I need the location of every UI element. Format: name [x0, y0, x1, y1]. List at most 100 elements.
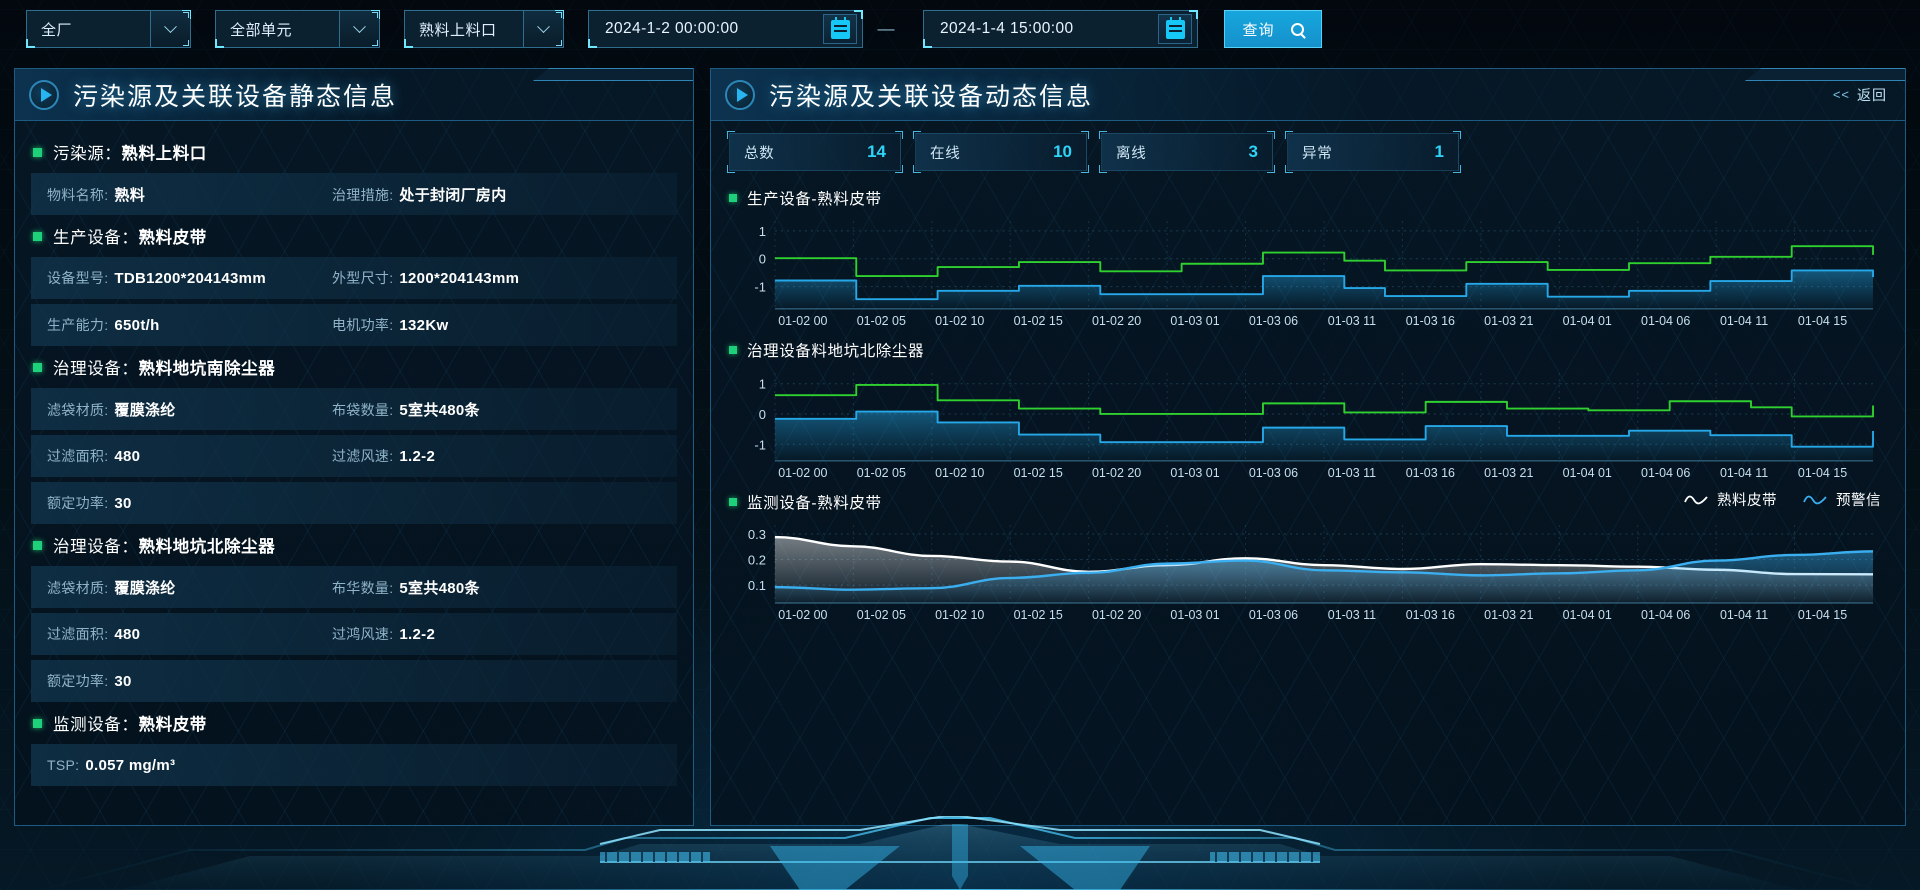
- info-field-value: 480: [114, 626, 141, 643]
- back-button[interactable]: << 返回: [1833, 85, 1887, 105]
- corner-accent: [183, 40, 189, 46]
- calendar-icon[interactable]: [823, 14, 857, 44]
- series-area: [774, 270, 1874, 309]
- chart-svg: 1 0 -1 01-02 00 01-02 05 01-02 10 01-02 15 01-0…: [754, 221, 1874, 328]
- charts-container: 生产设备-熟料皮带 1 0 -1 01-02 00 01-02 05 01-02 10 01-…: [729, 185, 1887, 625]
- info-row: 过滤面积: 480 过鸿风速: 1.2-2: [31, 613, 677, 655]
- y-tick-label: 0.2: [748, 553, 766, 568]
- y-tick-label: 0: [759, 252, 766, 267]
- chart-header: 生产设备-熟料皮带: [729, 185, 1887, 211]
- header-tab-decoration: [533, 68, 693, 81]
- info-field-key: 设备型号:: [47, 270, 109, 286]
- x-tick-label: 01-02 10: [935, 608, 984, 622]
- x-tick-label: 01-03 16: [1406, 314, 1455, 328]
- status-card-value: 14: [867, 142, 886, 161]
- x-tick-label: 01-02 15: [1014, 314, 1063, 328]
- series-line: [774, 269, 1874, 301]
- info-field: 设备型号: TDB1200*204143mm: [47, 268, 332, 288]
- info-field-value: 1.2-2: [399, 448, 436, 465]
- info-field-key: 过鸿风速:: [332, 626, 394, 642]
- info-row: 物料名称: 熟料 治理措施: 处于封闭厂房内: [31, 173, 677, 215]
- x-tick-label: 01-03 06: [1249, 608, 1298, 622]
- chevron-down-icon[interactable]: [339, 11, 379, 47]
- bullet-square-icon: [33, 362, 42, 372]
- status-card[interactable]: 离线 3: [1099, 131, 1275, 173]
- unit-select-value: 全部单元: [230, 21, 293, 39]
- chart-header: 监测设备-熟料皮带 熟料皮带 预警信: [729, 489, 1887, 515]
- x-tick-label: 01-03 11: [1328, 314, 1376, 328]
- group-label: 生产设备：: [53, 229, 139, 247]
- pollution-source-select[interactable]: 熟料上料口: [404, 10, 564, 48]
- x-tick-label: 01-02 20: [1092, 608, 1141, 622]
- static-info-group: 污染源： 熟料上料口: [33, 136, 677, 168]
- chevron-down-icon[interactable]: [523, 11, 563, 47]
- info-row: 滤袋材质: 覆膜涤纶 布华数量: 5室共480条: [31, 566, 677, 608]
- y-tick-label: 0: [759, 407, 766, 422]
- group-label: 监测设备：: [53, 716, 139, 734]
- x-tick-label: 01-04 15: [1798, 608, 1847, 622]
- chart-title: 监测设备-熟料皮带: [747, 495, 882, 512]
- query-button[interactable]: 查询: [1224, 10, 1322, 48]
- legend-line-icon: [1803, 495, 1827, 505]
- info-field-key: 过滤面积:: [47, 626, 109, 642]
- start-date-input[interactable]: 2024-1-2 00:00:00: [588, 10, 863, 48]
- static-info-group: 生产设备： 熟料皮带: [33, 220, 677, 252]
- info-field: 生产能力: 650t/h: [47, 315, 332, 335]
- plant-select[interactable]: 全厂: [26, 10, 191, 48]
- calendar-icon[interactable]: [1158, 14, 1192, 44]
- corner-accent: [895, 165, 903, 173]
- search-icon: [1290, 22, 1304, 36]
- chevron-down-icon[interactable]: [150, 11, 190, 47]
- group-label: 治理设备：: [53, 538, 139, 556]
- x-tick-label: 01-04 06: [1641, 314, 1690, 328]
- header-notch-decoration: [729, 120, 789, 129]
- info-field-value: 1200*204143mm: [399, 270, 520, 287]
- corner-accent: [895, 131, 903, 139]
- x-tick-label: 01-02 10: [935, 466, 984, 480]
- x-tick-label: 01-02 00: [778, 466, 827, 480]
- legend-item[interactable]: 熟料皮带: [1684, 489, 1777, 510]
- info-field-value: 5室共480条: [399, 401, 480, 419]
- corner-accent: [727, 165, 735, 173]
- status-card[interactable]: 总数 14: [727, 131, 903, 173]
- bullet-square-icon: [729, 498, 737, 506]
- bullet-square-icon: [33, 231, 42, 241]
- calendar-glyph: [1165, 16, 1185, 39]
- x-tick-label: 01-03 01: [1170, 608, 1219, 622]
- info-row: 额定功率: 30: [31, 660, 677, 702]
- status-summary-row: 总数 14 在线 10 离线 3 异常 1: [727, 131, 1887, 173]
- end-date-input[interactable]: 2024-1-4 15:00:00: [923, 10, 1198, 48]
- y-tick-label: 1: [759, 377, 766, 392]
- x-tick-label: 01-02 05: [857, 466, 906, 480]
- corner-accent: [1081, 131, 1089, 139]
- series-area: [774, 411, 1874, 461]
- info-field-value: 覆膜涤纶: [114, 579, 176, 597]
- info-field-value: 0.057 mg/m³: [85, 756, 176, 774]
- x-tick-label: 01-03 11: [1328, 608, 1376, 622]
- header-notch-decoration: [33, 120, 93, 129]
- info-field-value: 480: [114, 448, 141, 465]
- status-card-value: 10: [1053, 142, 1072, 161]
- info-field: 物料名称: 熟料: [47, 184, 332, 205]
- info-field: 电机功率: 132Kw: [332, 315, 448, 335]
- info-field-key: 物料名称:: [47, 186, 109, 203]
- back-chevron-icon: <<: [1832, 87, 1850, 102]
- status-card[interactable]: 异常 1: [1285, 131, 1461, 173]
- chart-title: 生产设备-熟料皮带: [747, 191, 882, 208]
- status-card[interactable]: 在线 10: [913, 131, 1089, 173]
- group-value: 熟料皮带: [138, 229, 207, 247]
- corner-accent: [1099, 165, 1107, 173]
- info-field: 过滤面积: 480: [47, 446, 332, 466]
- corner-accent: [556, 12, 562, 18]
- x-tick-label: 01-02 15: [1014, 608, 1063, 622]
- bullet-square-icon: [33, 540, 42, 550]
- toolbar: 全厂 全部单元 熟料上料口 2024-1-2 00:00:00 —: [0, 0, 1920, 58]
- unit-select[interactable]: 全部单元: [215, 10, 380, 48]
- corner-accent: [1267, 165, 1275, 173]
- x-tick-label: 01-04 01: [1563, 466, 1612, 480]
- info-field-value: 熟料: [114, 186, 145, 204]
- legend-item[interactable]: 预警信: [1803, 489, 1881, 510]
- dynamic-info-body: 总数 14 在线 10 离线 3 异常 1 生产设备-熟料皮带 1 0 -1 01-02 00 01-0…: [711, 121, 1905, 625]
- info-field: 滤袋材质: 覆膜涤纶: [47, 577, 332, 598]
- bullet-square-icon: [33, 718, 42, 728]
